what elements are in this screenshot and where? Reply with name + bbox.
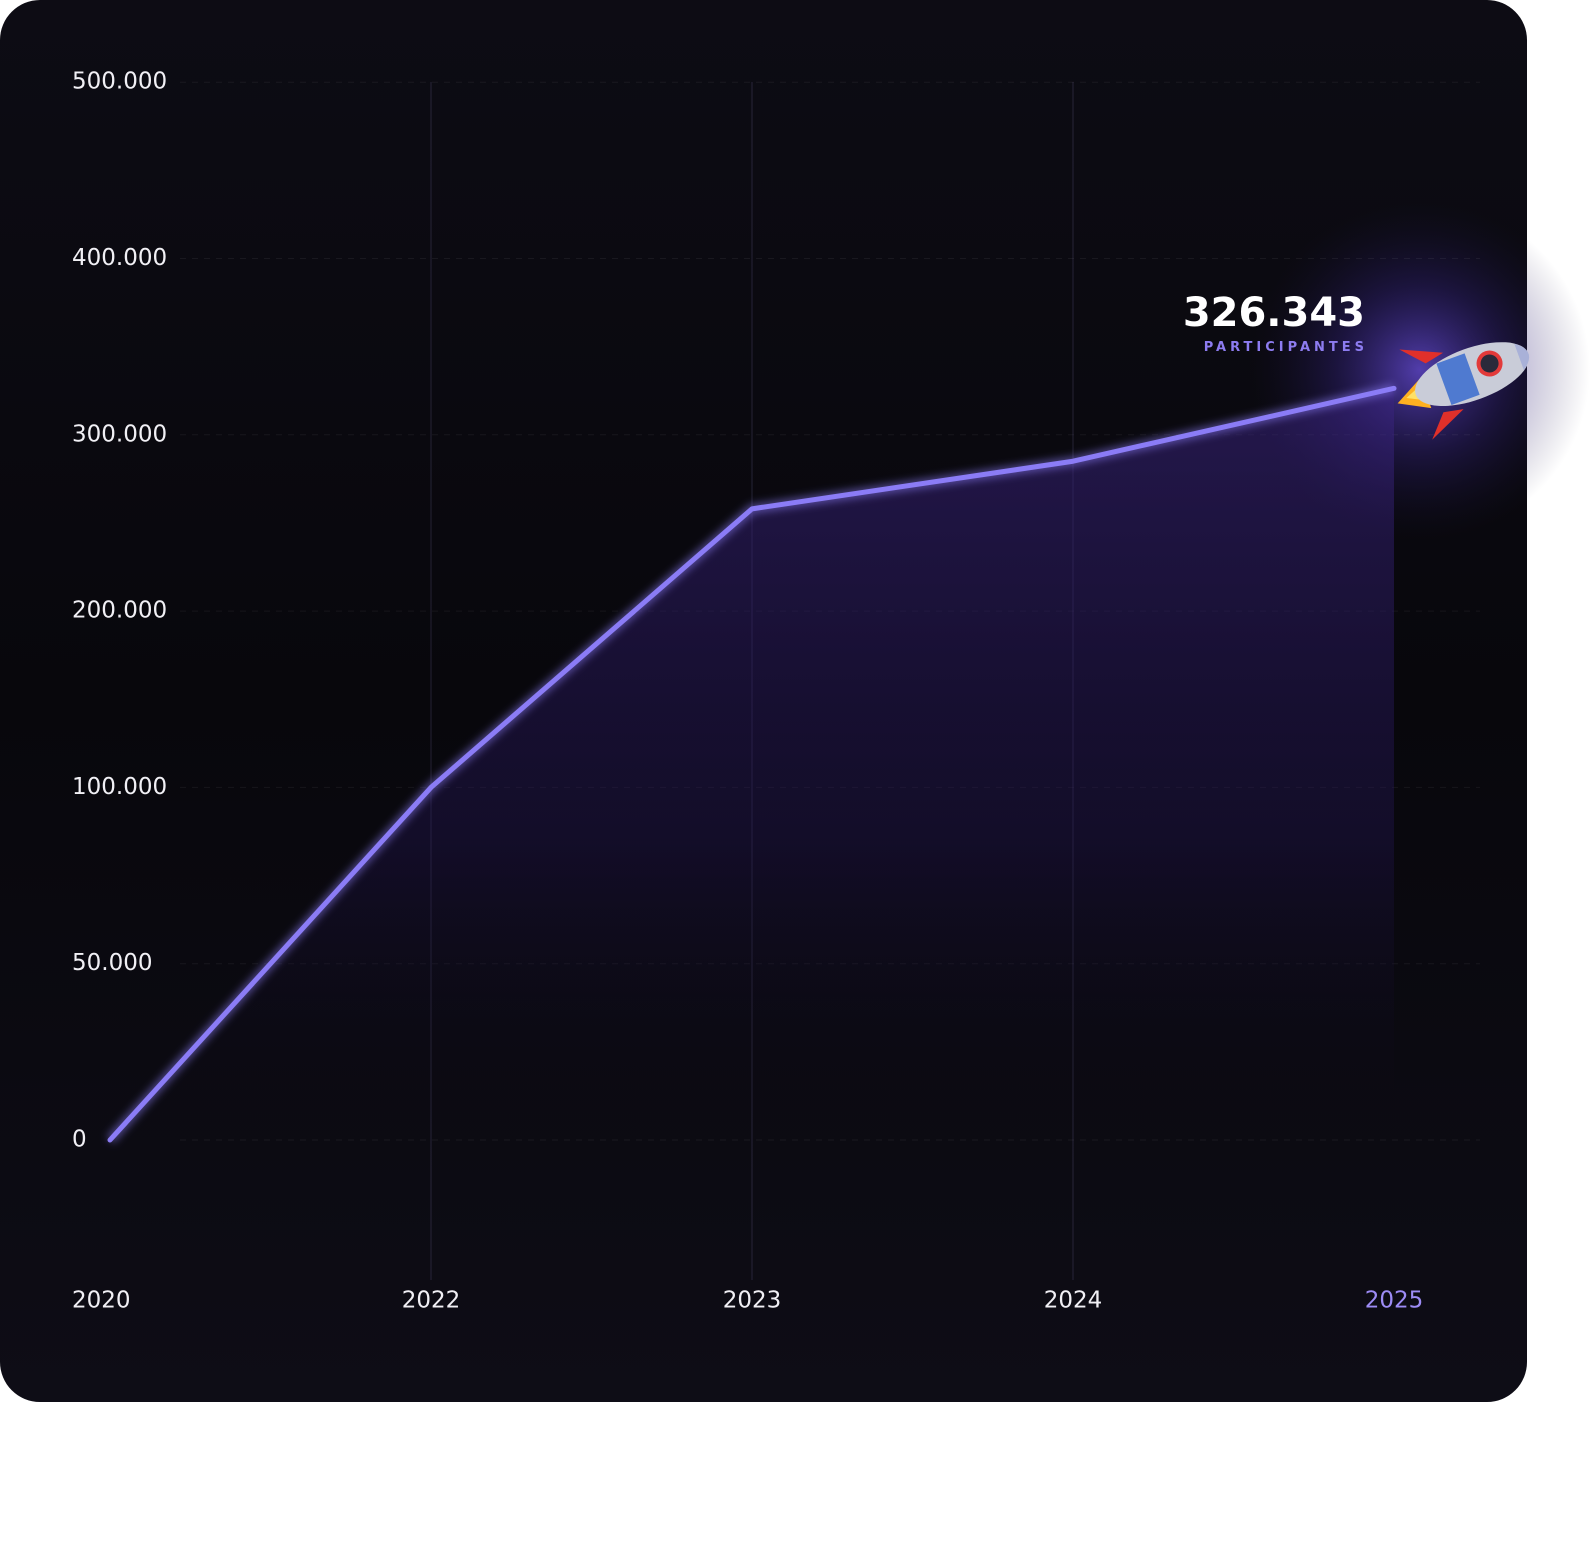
- x-tick-label: 2022: [402, 1288, 461, 1314]
- y-tick-label: 100.000: [72, 774, 167, 800]
- x-tick-label: 2023: [723, 1288, 782, 1314]
- y-tick-label: 0: [72, 1127, 87, 1153]
- x-tick-label: 2024: [1044, 1288, 1103, 1314]
- value-label: 326.343: [1183, 290, 1365, 336]
- x-tick-label: 2020: [72, 1288, 131, 1314]
- area: [110, 388, 1394, 1140]
- plot: 326.343 PARTICIPANTES: [106, 290, 1397, 1144]
- annotation: PARTICIPANTES: [1204, 340, 1368, 355]
- y-tick-label: 50.000: [72, 950, 152, 976]
- y-tick-label: 400.000: [72, 245, 167, 271]
- x-tick-label: 2025: [1365, 1288, 1424, 1314]
- y-tick-label: 300.000: [72, 421, 167, 447]
- y-tick-label: 200.000: [72, 598, 167, 624]
- line: [107, 385, 1397, 1143]
- y-tick-label: 500.000: [72, 69, 167, 95]
